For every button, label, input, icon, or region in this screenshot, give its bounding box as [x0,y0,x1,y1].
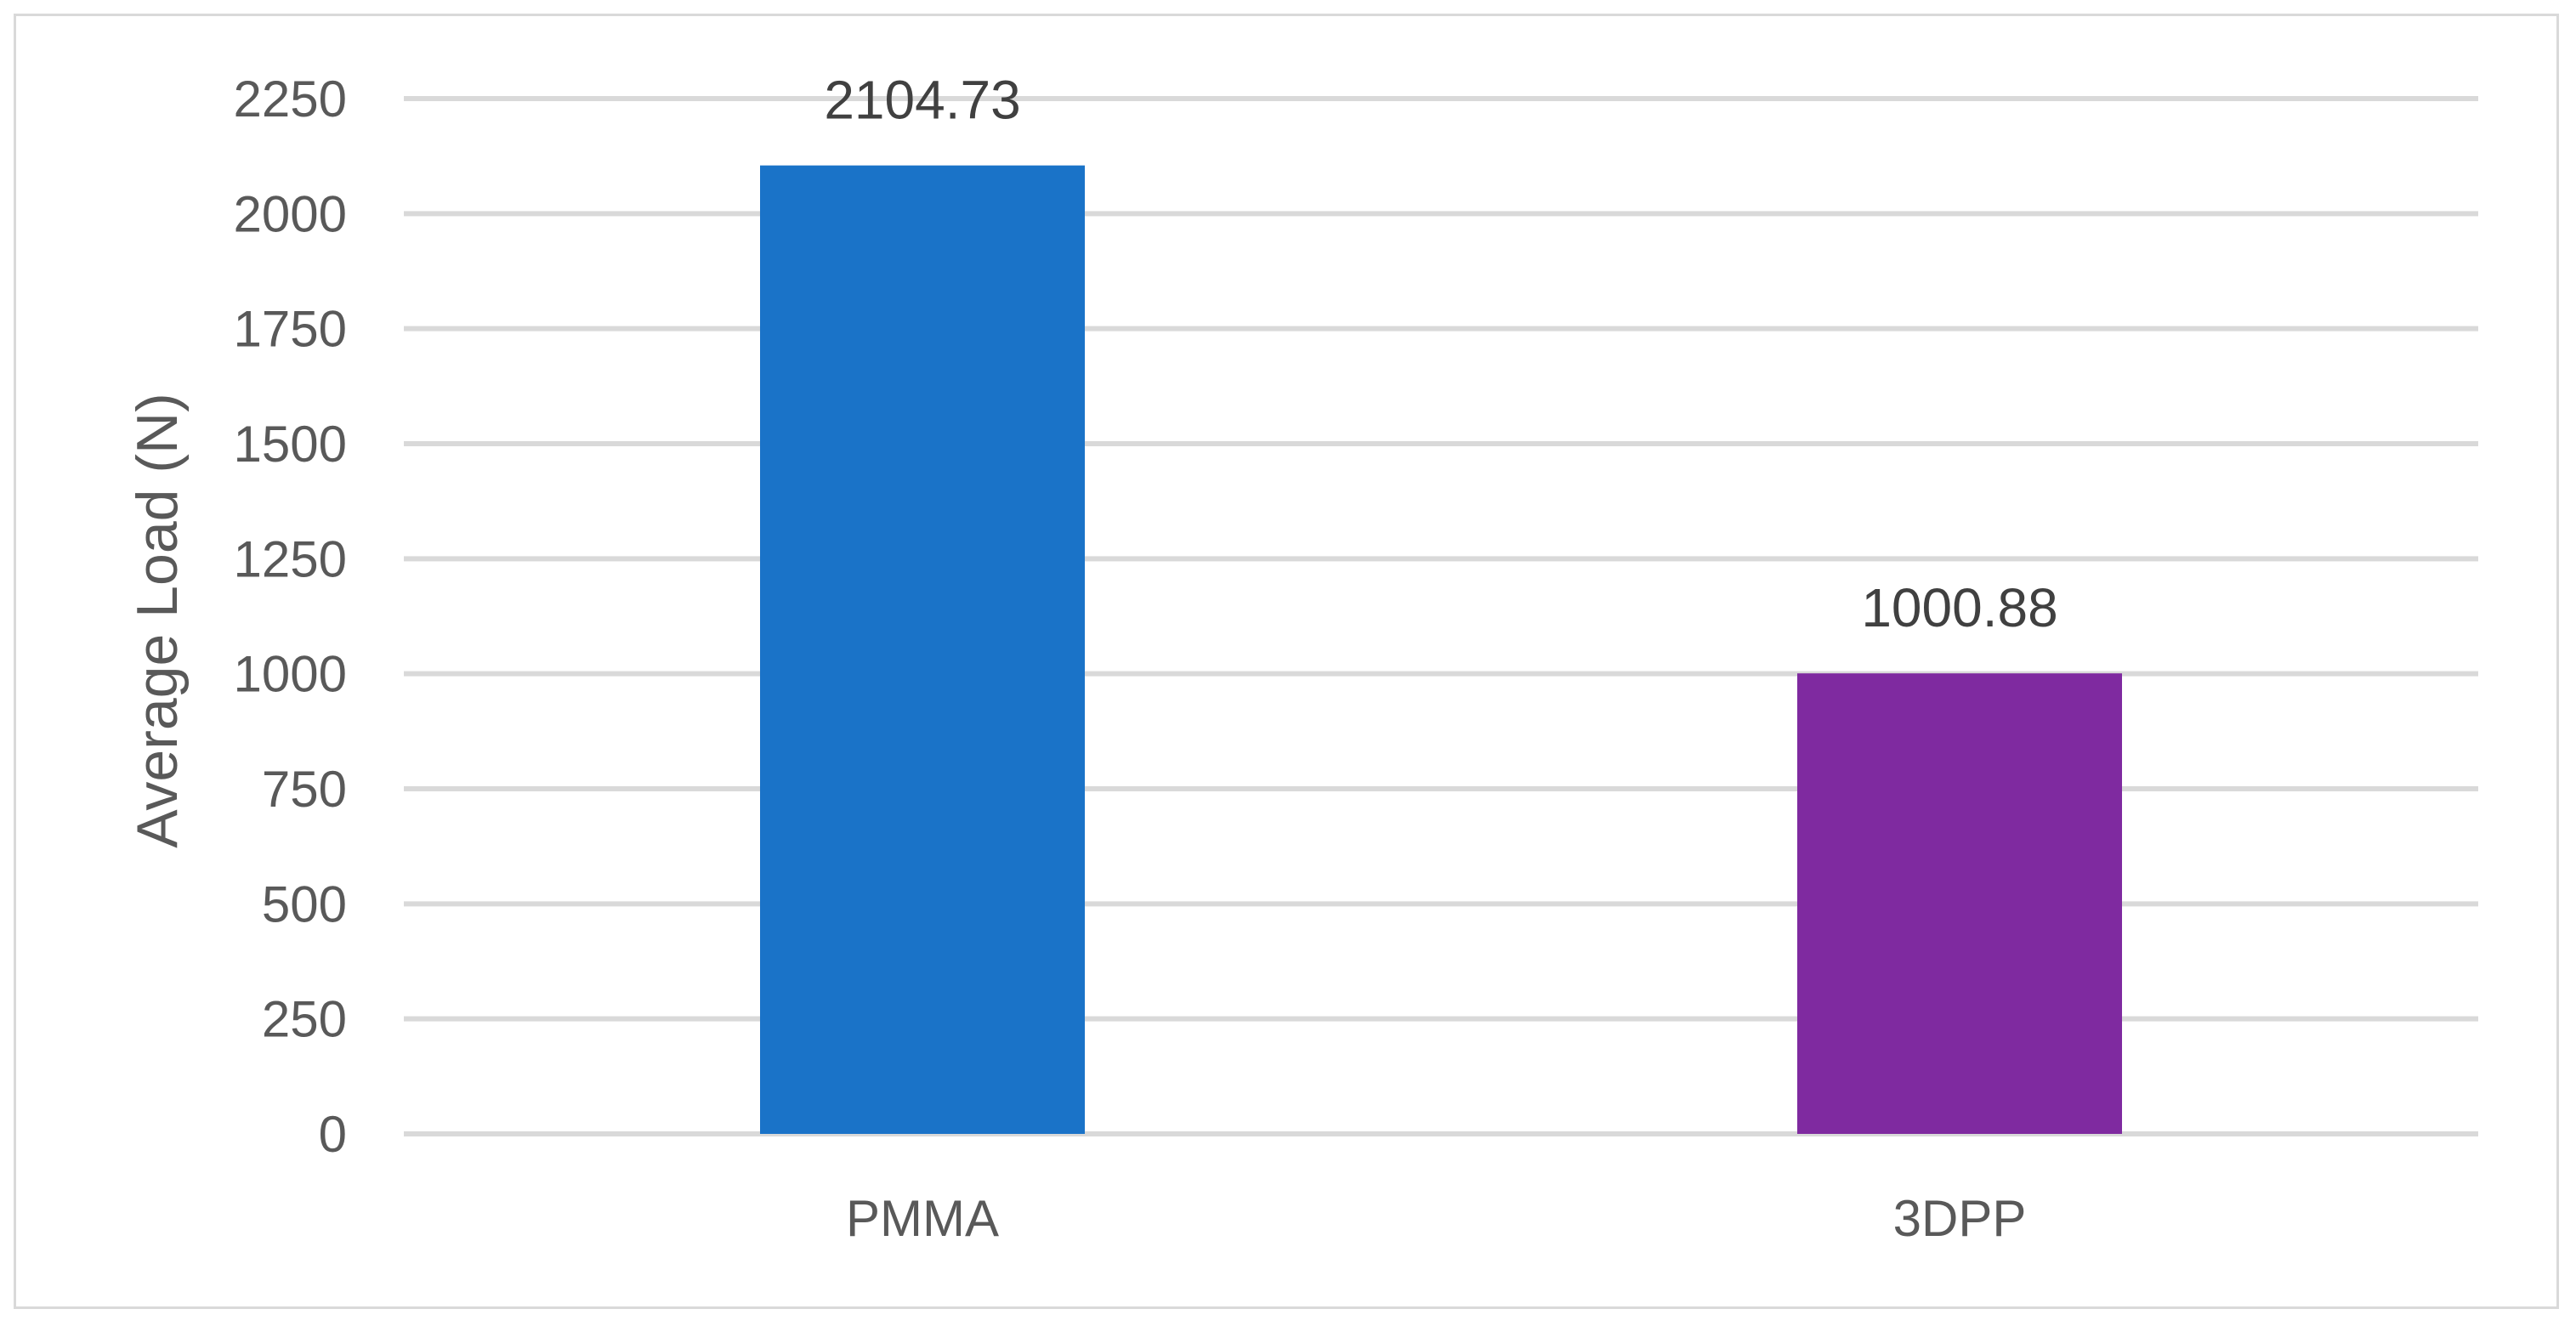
bar-3dpp [1797,673,2122,1134]
gridlines [404,96,2478,1136]
y-tick-label: 250 [262,991,347,1048]
data-label-3dpp: 1000.88 [1861,577,2057,638]
category-label-pmma: PMMA [846,1190,999,1247]
data-label-pmma: 2104.73 [824,70,1020,131]
y-tick-label: 1250 [234,530,347,587]
bar-pmma [760,165,1085,1134]
y-axis-title: Average Load (N) [125,393,190,848]
y-tick-label: 0 [319,1106,347,1163]
y-axis-ticks: 0 250 500 750 1000 1250 1500 1750 2000 2250 [234,71,347,1163]
y-tick-label: 750 [262,761,347,818]
y-tick-label: 2000 [234,185,347,242]
y-tick-label: 1000 [234,646,347,703]
y-tick-label: 1750 [234,301,347,358]
bars [760,165,2122,1134]
y-tick-label: 1500 [234,416,347,473]
data-labels: 2104.73 1000.88 [824,70,2057,639]
x-axis-categories: PMMA 3DPP [846,1190,2026,1247]
chart-frame [14,14,2559,1309]
category-label-3dpp: 3DPP [1893,1190,2027,1247]
y-tick-label: 500 [262,876,347,932]
y-tick-label: 2250 [234,71,347,128]
